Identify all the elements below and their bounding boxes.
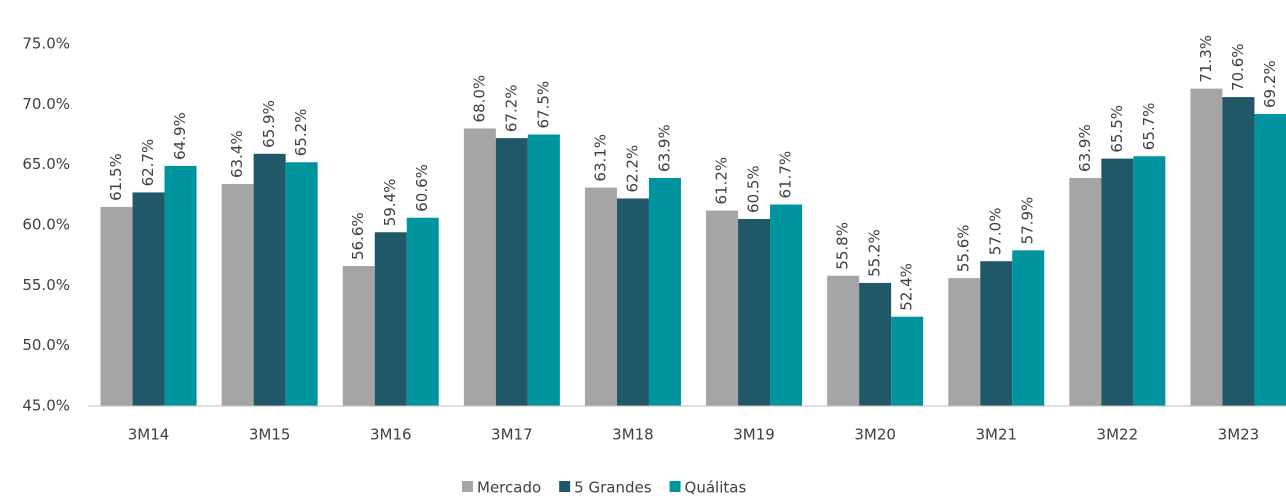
data-label: 65.7%: [1140, 103, 1158, 151]
y-tick-label: 45.0%: [22, 397, 70, 415]
legend-swatch: [462, 481, 473, 492]
data-label: 63.4%: [228, 130, 246, 178]
legend-swatch: [559, 481, 571, 492]
bar: [406, 217, 439, 406]
y-tick-label: 75.0%: [22, 35, 70, 53]
data-label: 56.6%: [349, 212, 367, 260]
data-label: 62.7%: [139, 139, 157, 187]
data-label: 59.4%: [381, 179, 399, 227]
data-label: 71.3%: [1197, 35, 1215, 83]
data-label: 55.8%: [834, 222, 852, 270]
x-tick-label: 3M19: [733, 426, 775, 444]
data-label: 62.2%: [623, 145, 641, 193]
data-label: 68.0%: [470, 75, 488, 123]
data-label: 67.2%: [502, 84, 520, 132]
y-tick-label: 50.0%: [22, 336, 70, 354]
data-label: 55.2%: [866, 229, 884, 277]
bar: [221, 183, 254, 406]
bar: [1222, 97, 1255, 407]
legend-label: 5 Grandes: [574, 479, 652, 496]
bar: [770, 204, 803, 406]
data-label: 55.6%: [955, 224, 973, 272]
data-label: 65.9%: [260, 100, 278, 148]
x-tick-label: 3M15: [249, 426, 291, 444]
y-tick-label: 55.0%: [22, 276, 70, 294]
bar: [1012, 250, 1045, 406]
bar: [253, 153, 286, 406]
bar: [827, 275, 860, 406]
x-tick-label: 3M21: [975, 426, 1017, 444]
data-label: 52.4%: [898, 263, 916, 311]
bar: [164, 165, 197, 406]
y-tick-label: 70.0%: [22, 95, 70, 113]
data-label: 69.2%: [1261, 60, 1279, 108]
bar: [285, 162, 318, 406]
bar: [948, 278, 981, 406]
data-label: 67.5%: [534, 81, 552, 129]
x-tick-label: 3M14: [128, 426, 170, 444]
data-label: 70.6%: [1229, 43, 1247, 91]
data-label: 57.9%: [1019, 197, 1037, 245]
bar: [616, 198, 649, 406]
y-tick-label: 65.0%: [22, 155, 70, 173]
legend-swatch: [669, 481, 681, 492]
bar: [1190, 88, 1223, 406]
y-tick-label: 60.0%: [22, 216, 70, 234]
legend-label: Mercado: [477, 479, 541, 496]
bar: [706, 210, 739, 406]
data-label: 65.5%: [1108, 105, 1126, 153]
bar: [1101, 158, 1134, 406]
data-label: 63.9%: [655, 124, 673, 172]
legend-label: Quálitas: [685, 479, 747, 496]
bar: [132, 192, 165, 406]
bar: [1254, 113, 1286, 406]
bar: [527, 134, 560, 406]
bar: [891, 316, 924, 406]
data-label: 57.0%: [987, 208, 1005, 256]
data-label: 63.9%: [1076, 124, 1094, 172]
x-tick-label: 3M17: [491, 426, 533, 444]
bar: [495, 138, 528, 406]
bar: [859, 282, 892, 406]
bar: [374, 232, 407, 406]
data-label: 61.2%: [713, 157, 731, 205]
data-label: 60.6%: [413, 164, 431, 212]
x-tick-label: 3M22: [1097, 426, 1139, 444]
data-label: 63.1%: [591, 134, 609, 182]
bar: [463, 128, 496, 406]
data-label: 61.5%: [107, 153, 125, 201]
data-label: 64.9%: [171, 112, 189, 160]
bar: [584, 187, 617, 406]
bar: [980, 261, 1013, 406]
bar: [1133, 156, 1166, 406]
data-label: 65.2%: [292, 109, 310, 157]
x-tick-label: 3M23: [1218, 426, 1260, 444]
data-label: 61.7%: [777, 151, 795, 199]
data-label: 60.5%: [745, 165, 763, 213]
bar: [100, 206, 133, 406]
bar: [648, 177, 681, 406]
x-tick-label: 3M16: [370, 426, 412, 444]
bar: [738, 218, 771, 406]
bar: [1069, 177, 1102, 406]
x-tick-label: 3M20: [854, 426, 896, 444]
bar: [342, 266, 375, 406]
x-tick-label: 3M18: [612, 426, 654, 444]
